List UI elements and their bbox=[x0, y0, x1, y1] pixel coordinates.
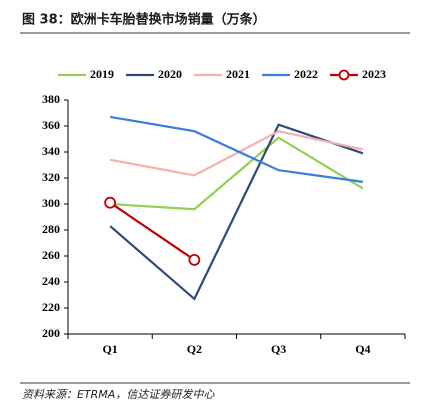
chart-title: 图 38：欧洲卡车胎替换市场销量（万条） bbox=[22, 12, 266, 28]
y-tick-label: 200 bbox=[42, 326, 60, 340]
y-tick-label: 340 bbox=[42, 144, 60, 158]
y-tick-label: 280 bbox=[42, 222, 60, 236]
y-tick-label: 240 bbox=[42, 274, 60, 288]
series-line bbox=[109, 115, 364, 183]
series-marker bbox=[104, 196, 117, 209]
series-line bbox=[109, 201, 195, 261]
series-line bbox=[109, 123, 364, 301]
legend-label: 2019 bbox=[90, 67, 114, 81]
legend-label: 2023 bbox=[362, 67, 386, 81]
x-tick-label: Q4 bbox=[355, 342, 370, 356]
x-tick-label: Q1 bbox=[102, 342, 117, 356]
x-tick-label: Q3 bbox=[271, 342, 286, 356]
series-line bbox=[109, 130, 364, 177]
legend-label: 2020 bbox=[158, 67, 182, 81]
legend-label: 2021 bbox=[226, 67, 250, 81]
y-tick-label: 380 bbox=[42, 92, 60, 106]
y-tick-label: 360 bbox=[42, 118, 60, 132]
y-tick-label: 300 bbox=[42, 196, 60, 210]
y-tick-label: 260 bbox=[42, 248, 60, 262]
source-note: 资料来源：ETRMA，信达证券研发中心 bbox=[22, 388, 215, 401]
y-tick-label: 320 bbox=[42, 170, 60, 184]
series-marker bbox=[188, 253, 201, 266]
legend-marker bbox=[338, 69, 350, 81]
x-tick-label: Q2 bbox=[187, 342, 202, 356]
series-line bbox=[110, 136, 364, 211]
y-tick-label: 220 bbox=[42, 300, 60, 314]
legend-label: 2022 bbox=[294, 67, 318, 81]
